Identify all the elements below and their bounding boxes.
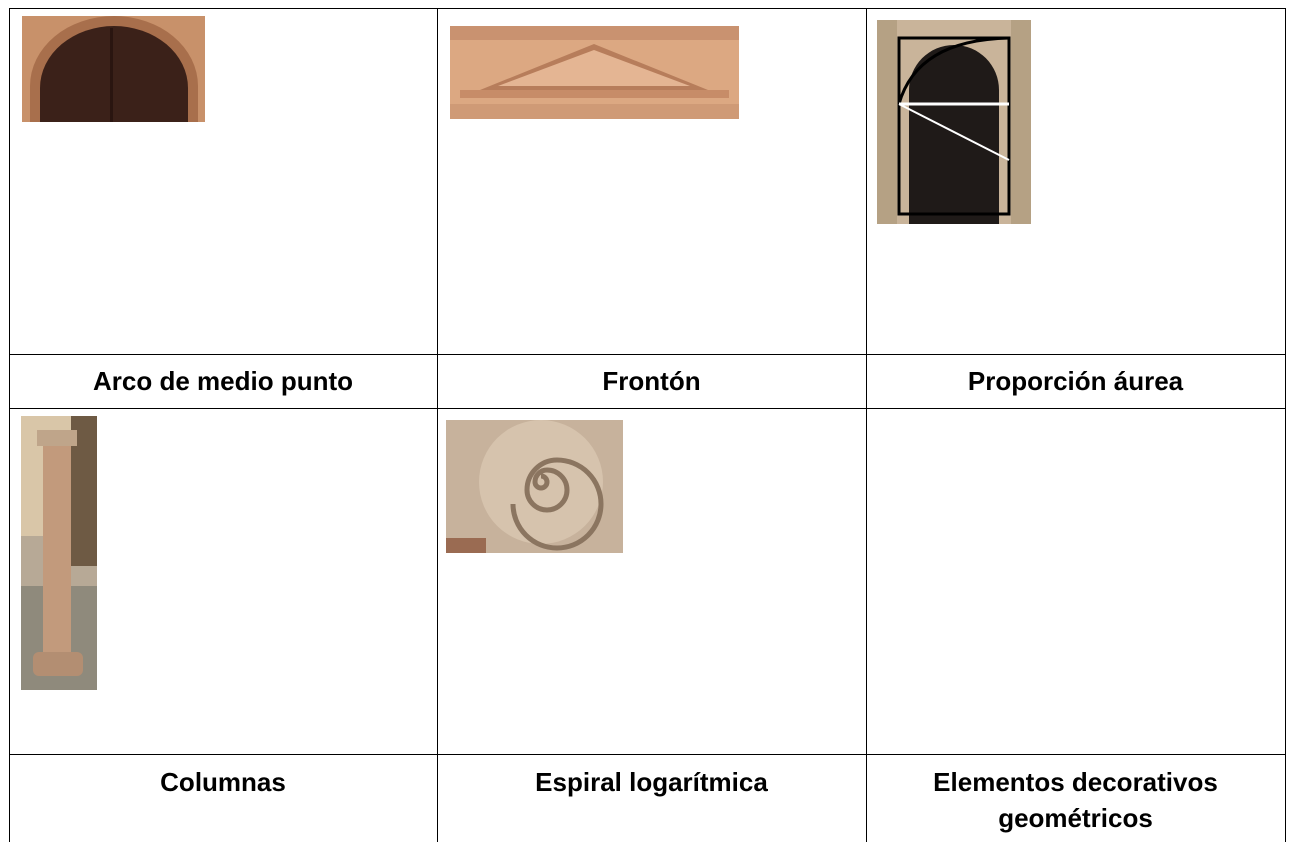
table-border <box>9 408 1286 409</box>
golden-ratio-photo <box>877 20 1031 224</box>
table-border <box>9 754 1286 755</box>
table-border <box>1285 8 1286 842</box>
arch-photo <box>22 16 205 122</box>
cell-label: Columnas <box>160 767 286 797</box>
cell-label: Frontón <box>602 366 701 396</box>
table-border <box>9 8 1286 9</box>
table-border <box>866 8 867 842</box>
cell-label: Elementos decorativos geométricos <box>933 767 1218 833</box>
cell-label: Arco de medio punto <box>93 366 353 396</box>
table-border <box>437 8 438 842</box>
cell-label: Espiral logarítmica <box>535 767 768 797</box>
table-border <box>9 354 1286 355</box>
spiral-photo <box>446 420 623 553</box>
cell-label: Proporción áurea <box>967 366 1184 396</box>
table-border <box>9 8 10 842</box>
pediment-photo <box>450 26 739 119</box>
column-photo <box>21 416 97 690</box>
